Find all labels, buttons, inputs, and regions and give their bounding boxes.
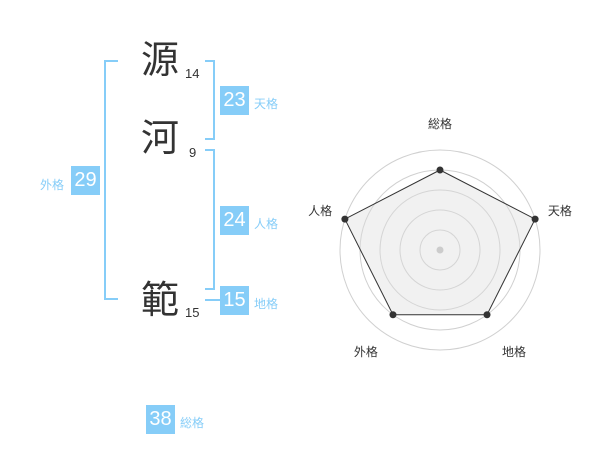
tenkaku-bracket	[213, 60, 215, 140]
name-char-3: 範	[141, 278, 180, 322]
radar-area	[344, 169, 536, 316]
jinkaku-bracket	[213, 149, 215, 290]
radar-point	[389, 311, 397, 319]
stroke-count-3: 15	[185, 305, 200, 320]
radar-label: 人格	[308, 203, 332, 218]
radar-point	[531, 215, 539, 223]
radar-ring	[339, 149, 541, 351]
tenkaku-bracket-top	[205, 60, 215, 62]
soukaku-value: 38	[146, 405, 175, 434]
tenkaku-label: 天格	[254, 97, 279, 111]
jinkaku-bracket-top	[205, 149, 215, 151]
gaikaku-bracket-top	[104, 60, 118, 62]
radar-point	[341, 215, 349, 223]
radar-center	[436, 246, 444, 254]
radar-label: 外格	[354, 344, 378, 359]
stroke-count-2: 9	[189, 145, 197, 160]
tenkaku-bracket-bottom	[205, 138, 215, 140]
radar-point	[483, 311, 491, 319]
gaikaku-bracket	[104, 60, 106, 300]
gaikaku-bracket-bottom	[104, 298, 118, 300]
chikaku-label: 地格	[254, 297, 279, 311]
stroke-count-1: 14	[185, 66, 200, 81]
radar-label: 地格	[502, 344, 526, 359]
gaikaku-label: 外格	[40, 178, 65, 192]
radar-label: 総格	[428, 116, 452, 131]
gaikaku-value: 29	[71, 166, 100, 195]
jinkaku-value: 24	[220, 206, 249, 235]
radar-ring	[379, 189, 501, 311]
chikaku-connector	[205, 299, 220, 301]
name-char-2: 河	[141, 116, 180, 160]
tenkaku-value: 23	[220, 86, 249, 115]
chikaku-value: 15	[220, 286, 249, 315]
soukaku-label: 総格	[180, 416, 205, 430]
name-char-1: 源	[141, 38, 180, 82]
radar-label: 天格	[548, 203, 572, 218]
jinkaku-label: 人格	[254, 217, 279, 231]
jinkaku-bracket-bottom	[205, 288, 215, 290]
radar-ring	[419, 229, 461, 271]
radar-point	[436, 166, 444, 174]
radar-ring	[399, 209, 481, 291]
